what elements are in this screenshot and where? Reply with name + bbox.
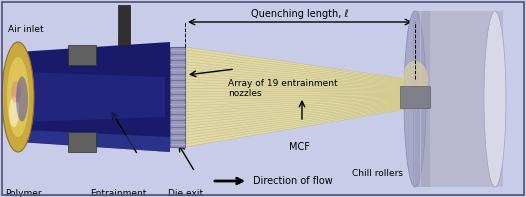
- Bar: [415, 11, 430, 187]
- Polygon shape: [23, 130, 170, 152]
- Text: Polymer
melt: Polymer melt: [5, 189, 42, 197]
- Ellipse shape: [404, 11, 426, 187]
- Text: Quenching length, ℓ: Quenching length, ℓ: [251, 9, 349, 19]
- Bar: [400, 86, 430, 108]
- Bar: [415, 11, 503, 187]
- Text: Array of 19 entrainment
nozzles: Array of 19 entrainment nozzles: [228, 79, 338, 98]
- Text: Air inlet: Air inlet: [8, 25, 44, 34]
- Polygon shape: [185, 47, 408, 147]
- Text: Chill rollers: Chill rollers: [352, 169, 403, 178]
- Ellipse shape: [484, 11, 506, 187]
- Ellipse shape: [2, 42, 34, 152]
- Text: Entrainment
body: Entrainment body: [90, 189, 146, 197]
- Polygon shape: [23, 72, 165, 122]
- Bar: [170, 47, 185, 147]
- Bar: [68, 132, 96, 152]
- Ellipse shape: [16, 76, 28, 122]
- Ellipse shape: [7, 57, 29, 137]
- Polygon shape: [18, 42, 170, 152]
- Text: Die exit: Die exit: [168, 189, 204, 197]
- Ellipse shape: [11, 81, 21, 103]
- Ellipse shape: [9, 97, 19, 127]
- Ellipse shape: [402, 61, 428, 97]
- Bar: [118, 5, 130, 45]
- Text: MCF: MCF: [289, 142, 310, 152]
- Text: Direction of flow: Direction of flow: [253, 176, 333, 186]
- Bar: [68, 45, 96, 65]
